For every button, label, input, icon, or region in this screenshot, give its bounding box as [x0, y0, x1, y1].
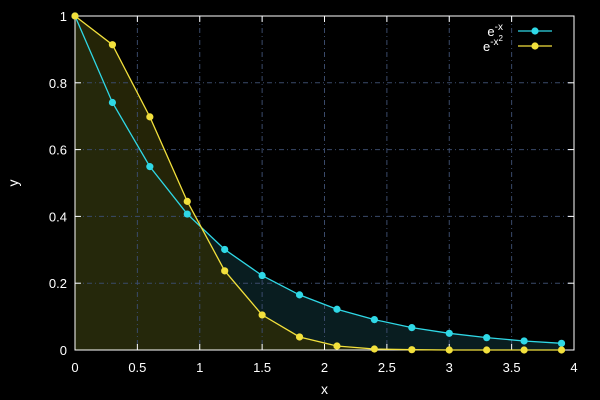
- y-tick-label: 0.2: [49, 276, 67, 291]
- series-0-point: [146, 163, 154, 171]
- x-axis-label: x: [321, 381, 328, 397]
- series-line-1: [74, 15, 562, 351]
- series-1-point: [520, 346, 528, 354]
- series-area-1: [75, 16, 562, 350]
- series-1-point: [108, 41, 117, 49]
- x-tick-label: 2: [321, 360, 328, 375]
- series-1-point: [557, 346, 566, 354]
- legend-label-0: e-x: [487, 22, 503, 39]
- series-1-point: [370, 345, 378, 353]
- series-line-0: [74, 15, 562, 344]
- legend-marker-1: [531, 42, 539, 50]
- y-tick-label: 0.8: [49, 76, 67, 91]
- series-0-point: [333, 305, 341, 313]
- x-tick-label: 3: [446, 360, 453, 375]
- y-tick-label: 0.6: [49, 143, 67, 158]
- series-0-point: [557, 339, 566, 347]
- y-axis-label: y: [5, 180, 21, 187]
- series-0-point: [258, 271, 266, 280]
- series-0-point: [520, 337, 528, 345]
- x-tick-label: 1: [196, 360, 203, 375]
- series-1-point: [183, 197, 191, 205]
- y-tick-label: 0.4: [49, 209, 67, 224]
- series-0-point: [408, 324, 416, 332]
- series-0-point: [483, 334, 491, 342]
- series-0-point: [183, 210, 191, 218]
- series-0-point: [445, 329, 453, 337]
- series-1-point: [71, 12, 79, 20]
- series-0-point: [108, 98, 117, 107]
- legend-label-1: e-x2: [483, 34, 504, 54]
- series-1-point: [445, 346, 453, 354]
- y-tick-label: 1: [60, 9, 67, 24]
- series-0-point: [295, 291, 304, 299]
- series-0-point: [370, 316, 378, 324]
- series-1-point: [333, 342, 341, 350]
- series-0-point: [221, 245, 229, 254]
- series-1-point: [146, 113, 154, 121]
- x-tick-label: 3.5: [503, 360, 521, 375]
- y-tick-label: 0: [60, 343, 67, 358]
- series-1-point: [221, 267, 229, 275]
- x-tick-label: 0: [71, 360, 78, 375]
- x-tick-label: 1.5: [253, 360, 271, 375]
- series-1-point: [295, 333, 304, 341]
- series-1-point: [483, 346, 491, 354]
- legend-marker-0: [531, 27, 539, 35]
- x-tick-label: 2.5: [378, 360, 396, 375]
- x-tick-label: 4: [570, 360, 577, 375]
- x-tick-label: 0.5: [128, 360, 146, 375]
- series-1-point: [408, 346, 416, 354]
- legend: e-xe-x2: [483, 22, 552, 54]
- series-1-point: [258, 311, 266, 319]
